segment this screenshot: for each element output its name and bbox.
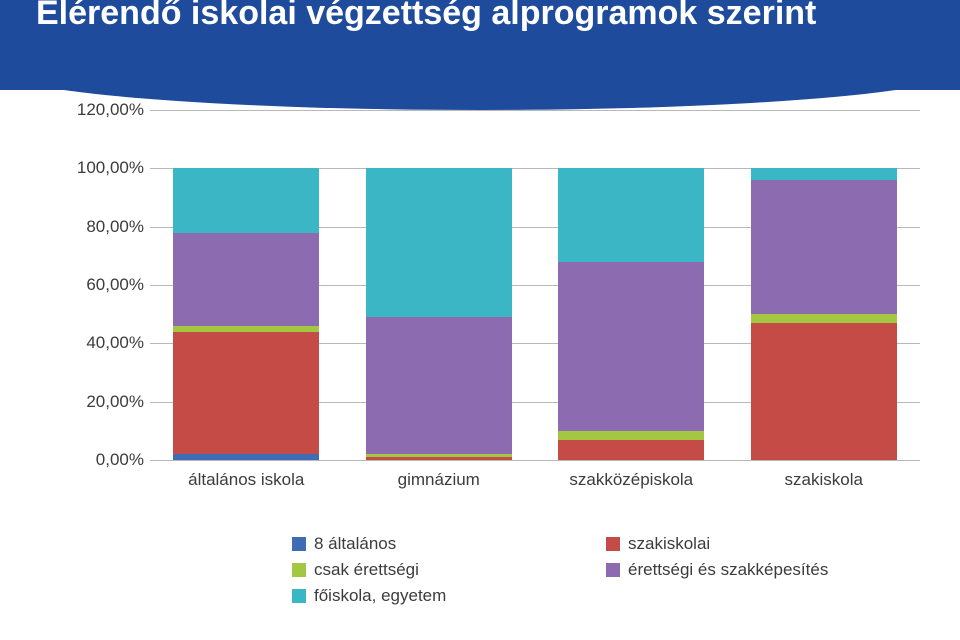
legend-swatch [292, 537, 306, 551]
gridline [150, 460, 920, 461]
bar-segment-erettsegi_szakkep [558, 262, 704, 431]
legend-swatch [606, 537, 620, 551]
chart: általános iskola gimnázium szakközépiskola… [62, 110, 920, 600]
legend-item: érettségi és szakképesítés [606, 560, 880, 580]
bar [366, 168, 512, 460]
bar [751, 168, 897, 460]
bar-segment-foiskola_egyetem [558, 168, 704, 261]
bar-segment-szakiskolai [173, 332, 319, 455]
bar-segment-erettsegi_szakkep [366, 317, 512, 454]
legend-label: csak érettségi [314, 560, 419, 580]
bar-segment-erettsegi_szakkep [173, 233, 319, 326]
bar-segment-foiskola_egyetem [173, 168, 319, 232]
page-title: Elérendő iskolai végzettség alprogramok … [36, 0, 924, 33]
y-tick-label: 40,00% [62, 333, 144, 353]
legend-item: szakiskolai [606, 534, 880, 554]
x-tick-label: gimnázium [366, 470, 512, 490]
bar-segment-szakiskolai [751, 323, 897, 460]
bar-segment-foiskola_egyetem [751, 168, 897, 180]
y-tick-label: 80,00% [62, 217, 144, 237]
y-tick-label: 100,00% [62, 158, 144, 178]
y-tick-label: 20,00% [62, 392, 144, 412]
legend-item: 8 általános [292, 534, 566, 554]
bar-segment-8_altalanos [173, 454, 319, 460]
bar-segment-erettsegi_szakkep [751, 180, 897, 314]
legend-label: érettségi és szakképesítés [628, 560, 828, 580]
y-tick-label: 120,00% [62, 100, 144, 120]
bar-segment-szakiskolai [558, 440, 704, 460]
bar-segment-szakiskolai [366, 457, 512, 460]
bar-segment-foiskola_egyetem [366, 168, 512, 317]
y-tick-label: 0,00% [62, 450, 144, 470]
legend-item: csak érettségi [292, 560, 566, 580]
legend-swatch [292, 563, 306, 577]
x-tick-label: általános iskola [173, 470, 319, 490]
x-tick-label: szakközépiskola [558, 470, 704, 490]
bar [558, 168, 704, 460]
x-tick-label: szakiskola [751, 470, 897, 490]
legend-swatch [606, 563, 620, 577]
legend-item: főiskola, egyetem [292, 586, 566, 606]
y-tick-label: 60,00% [62, 275, 144, 295]
legend-label: szakiskolai [628, 534, 710, 554]
bar-segment-csak_erettsegi [558, 431, 704, 440]
bar-segment-csak_erettsegi [751, 314, 897, 323]
bar [173, 168, 319, 460]
legend-swatch [292, 589, 306, 603]
legend-label: főiskola, egyetem [314, 586, 446, 606]
legend-label: 8 általános [314, 534, 396, 554]
